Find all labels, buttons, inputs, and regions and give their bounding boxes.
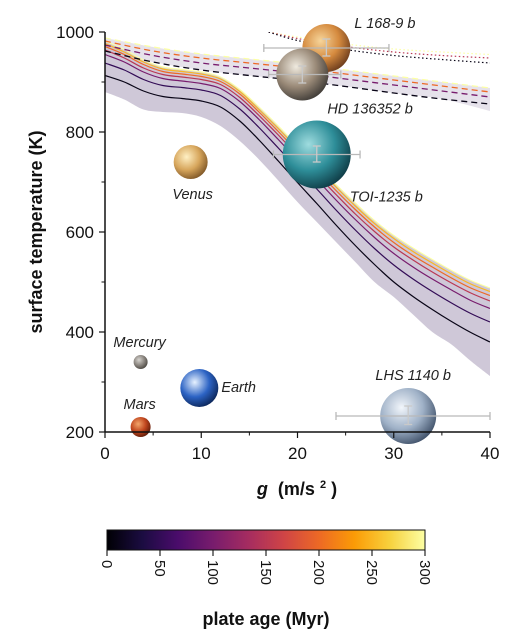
planet-label: LHS 1140 b bbox=[375, 368, 451, 384]
x-axis-title: g (m/s 2 ) bbox=[256, 472, 337, 499]
x-axis-title-units: (m/s bbox=[278, 479, 315, 499]
colorbar-ticks: 0 50 100 150 200 250 300 bbox=[98, 550, 433, 585]
planet-lhs-1140-b: LHS 1140 b bbox=[335, 368, 491, 444]
planet-mars: Mars bbox=[123, 397, 156, 437]
planet-marker bbox=[130, 417, 151, 437]
colorbar-gradient bbox=[106, 529, 426, 551]
planet-hd-136352-b: HD 136352 b bbox=[267, 48, 413, 118]
planet-toi-1235-b: TOI-1235 b bbox=[272, 120, 423, 206]
x-tick-label: 40 bbox=[481, 444, 500, 463]
planet-marker bbox=[133, 355, 148, 369]
y-axis-ticks: 200 400 600 800 1000 bbox=[56, 23, 105, 442]
planet-label: Earth bbox=[221, 380, 256, 396]
y-tick-label: 200 bbox=[66, 423, 94, 442]
planet-label: Mars bbox=[123, 397, 155, 413]
colorbar-tick-label: 250 bbox=[363, 560, 380, 585]
planet-markers: L 168-9 b HD 136352 b TOI-1235 b Venus Mercu… bbox=[113, 16, 491, 444]
x-axis-title-close: ) bbox=[331, 479, 337, 499]
planet-label: Venus bbox=[172, 187, 213, 203]
y-tick-label: 400 bbox=[66, 323, 94, 342]
x-axis-ticks: 0 10 20 30 40 bbox=[100, 432, 499, 463]
x-tick-label: 0 bbox=[100, 444, 109, 463]
solid-band bbox=[105, 41, 490, 376]
colorbar-tick-label: 100 bbox=[204, 560, 221, 585]
colorbar-label: plate age (Myr) bbox=[202, 609, 329, 629]
y-axis-title: surface temperature (K) bbox=[26, 130, 46, 333]
planet-label: Mercury bbox=[113, 335, 166, 351]
x-tick-label: 10 bbox=[192, 444, 211, 463]
x-tick-label: 30 bbox=[384, 444, 403, 463]
x-axis-title-exp: 2 bbox=[320, 479, 326, 491]
colorbar-tick-label: 300 bbox=[416, 560, 433, 585]
colorbar-tick-label: 50 bbox=[151, 560, 168, 577]
dotted-line-age-10 bbox=[268, 32, 490, 64]
planet-label: TOI-1235 b bbox=[350, 190, 423, 206]
planet-label: HD 136352 b bbox=[327, 102, 412, 118]
planet-marker bbox=[180, 369, 219, 407]
y-tick-label: 600 bbox=[66, 223, 94, 242]
y-tick-label: 800 bbox=[66, 123, 94, 142]
planet-earth: Earth bbox=[180, 369, 256, 407]
colorbar: 0 50 100 150 200 250 300 plate age (Myr) bbox=[98, 529, 433, 629]
colorbar-tick-label: 200 bbox=[310, 560, 327, 585]
y-tick-label: 1000 bbox=[56, 23, 94, 42]
x-tick-label: 20 bbox=[288, 444, 307, 463]
axes: 0 10 20 30 40 200 400 600 800 1000 surface tempe… bbox=[26, 23, 499, 499]
plot-area: L 168-9 b HD 136352 b TOI-1235 b Venus Mercu… bbox=[105, 16, 491, 444]
x-axis-title-g: g bbox=[256, 479, 268, 499]
colorbar-tick-label: 0 bbox=[98, 560, 115, 568]
planet-marker bbox=[173, 145, 208, 179]
colorbar-tick-label: 150 bbox=[257, 560, 274, 585]
planet-label: L 168-9 b bbox=[354, 16, 415, 32]
planet-mercury: Mercury bbox=[113, 335, 167, 369]
planet-venus: Venus bbox=[172, 145, 213, 203]
